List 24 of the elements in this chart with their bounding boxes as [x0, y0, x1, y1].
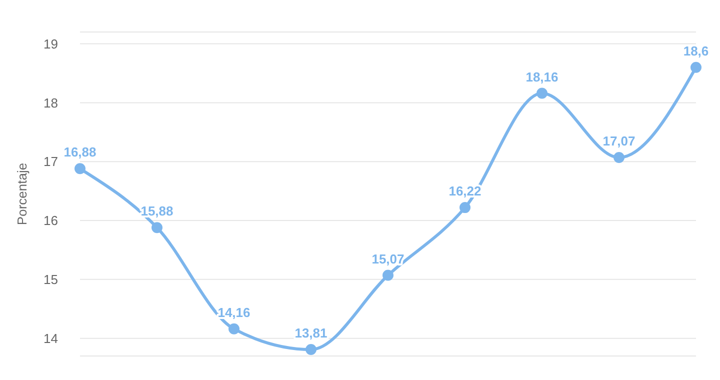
- y-tick-label: 16: [44, 213, 58, 228]
- point: [614, 152, 624, 163]
- y-tick-label: 19: [44, 36, 58, 52]
- data-label: 15,88: [140, 204, 174, 219]
- y-tick-label: 14: [44, 330, 58, 346]
- data-label: 18,16: [526, 69, 558, 84]
- data-label: 17,07: [602, 133, 636, 148]
- data-label: 13,81: [294, 326, 328, 341]
- data-label: 14,16: [218, 304, 250, 320]
- y-tick-label: 17: [44, 154, 58, 170]
- point: [74, 163, 86, 174]
- point: [306, 344, 316, 356]
- point: [460, 202, 470, 214]
- y-tick-label: 18: [44, 95, 58, 110]
- point: [536, 88, 548, 99]
- data-label: 15,07: [372, 251, 404, 266]
- point: [152, 222, 162, 234]
- point: [382, 270, 394, 281]
- y-axis-title: Porcentaje: [14, 162, 30, 226]
- point: [690, 62, 702, 73]
- data-label: 16,88: [64, 144, 96, 160]
- point: [228, 323, 240, 334]
- y-tick-label: 15: [44, 272, 58, 288]
- data-label: 18,6: [683, 43, 709, 58]
